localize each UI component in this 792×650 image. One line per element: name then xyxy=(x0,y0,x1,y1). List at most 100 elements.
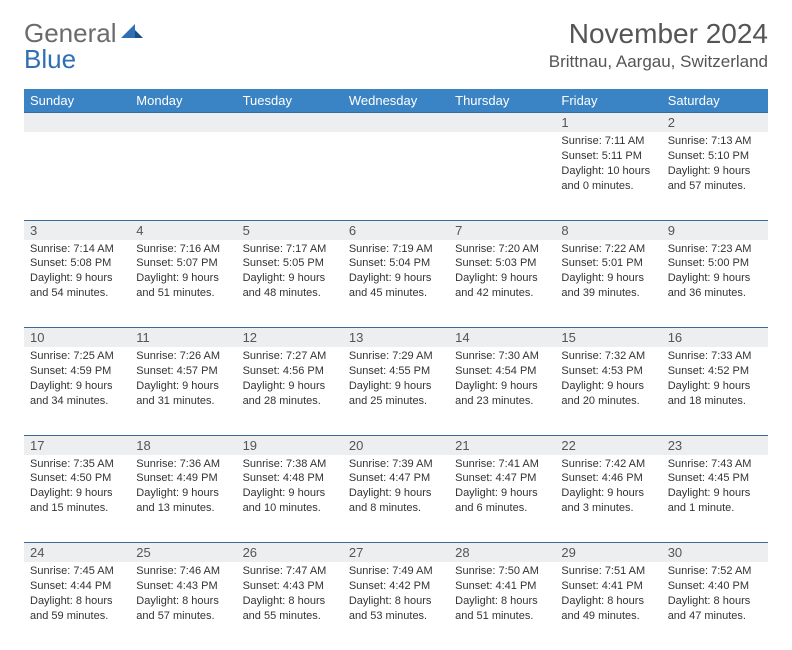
day-content-cell: Sunrise: 7:17 AMSunset: 5:05 PMDaylight:… xyxy=(237,240,343,328)
sunrise-text: Sunrise: 7:16 AM xyxy=(136,242,230,257)
sunset-text: Sunset: 4:41 PM xyxy=(455,579,549,594)
day-number-cell: 26 xyxy=(237,543,343,563)
day-content-cell: Sunrise: 7:42 AMSunset: 4:46 PMDaylight:… xyxy=(555,455,661,543)
sunset-text: Sunset: 5:04 PM xyxy=(349,256,443,271)
day-number-cell xyxy=(24,113,130,133)
month-title: November 2024 xyxy=(549,18,768,50)
sunrise-text: Sunrise: 7:41 AM xyxy=(455,457,549,472)
sunset-text: Sunset: 5:07 PM xyxy=(136,256,230,271)
day-number-cell xyxy=(449,113,555,133)
sunset-text: Sunset: 4:45 PM xyxy=(668,471,762,486)
sunrise-text: Sunrise: 7:45 AM xyxy=(30,564,124,579)
sunset-text: Sunset: 4:43 PM xyxy=(243,579,337,594)
sunrise-text: Sunrise: 7:22 AM xyxy=(561,242,655,257)
sunrise-text: Sunrise: 7:42 AM xyxy=(561,457,655,472)
day-content-cell: Sunrise: 7:20 AMSunset: 5:03 PMDaylight:… xyxy=(449,240,555,328)
sunset-text: Sunset: 4:43 PM xyxy=(136,579,230,594)
sunrise-text: Sunrise: 7:29 AM xyxy=(349,349,443,364)
day-content-row: Sunrise: 7:35 AMSunset: 4:50 PMDaylight:… xyxy=(24,455,768,543)
day-number-cell xyxy=(343,113,449,133)
daylight-text: Daylight: 8 hours and 49 minutes. xyxy=(561,594,655,624)
day-number-cell: 7 xyxy=(449,220,555,240)
day-content-row: Sunrise: 7:45 AMSunset: 4:44 PMDaylight:… xyxy=(24,562,768,650)
day-content-cell xyxy=(343,132,449,220)
daylight-text: Daylight: 9 hours and 8 minutes. xyxy=(349,486,443,516)
daylight-text: Daylight: 9 hours and 42 minutes. xyxy=(455,271,549,301)
day-content-cell: Sunrise: 7:30 AMSunset: 4:54 PMDaylight:… xyxy=(449,347,555,435)
sunrise-text: Sunrise: 7:13 AM xyxy=(668,134,762,149)
daylight-text: Daylight: 8 hours and 57 minutes. xyxy=(136,594,230,624)
daylight-text: Daylight: 9 hours and 18 minutes. xyxy=(668,379,762,409)
day-number-cell: 14 xyxy=(449,328,555,348)
day-content-cell: Sunrise: 7:27 AMSunset: 4:56 PMDaylight:… xyxy=(237,347,343,435)
day-content-cell: Sunrise: 7:50 AMSunset: 4:41 PMDaylight:… xyxy=(449,562,555,650)
day-content-cell: Sunrise: 7:41 AMSunset: 4:47 PMDaylight:… xyxy=(449,455,555,543)
day-content-cell: Sunrise: 7:36 AMSunset: 4:49 PMDaylight:… xyxy=(130,455,236,543)
daylight-text: Daylight: 9 hours and 28 minutes. xyxy=(243,379,337,409)
daylight-text: Daylight: 9 hours and 25 minutes. xyxy=(349,379,443,409)
day-content-cell: Sunrise: 7:22 AMSunset: 5:01 PMDaylight:… xyxy=(555,240,661,328)
day-number-cell xyxy=(130,113,236,133)
day-content-cell: Sunrise: 7:51 AMSunset: 4:41 PMDaylight:… xyxy=(555,562,661,650)
daylight-text: Daylight: 10 hours and 0 minutes. xyxy=(561,164,655,194)
day-content-row: Sunrise: 7:11 AMSunset: 5:11 PMDaylight:… xyxy=(24,132,768,220)
sunset-text: Sunset: 4:48 PM xyxy=(243,471,337,486)
sunset-text: Sunset: 4:46 PM xyxy=(561,471,655,486)
day-header: Thursday xyxy=(449,89,555,113)
daylight-text: Daylight: 9 hours and 20 minutes. xyxy=(561,379,655,409)
day-number-cell: 10 xyxy=(24,328,130,348)
day-number-cell: 8 xyxy=(555,220,661,240)
sunset-text: Sunset: 4:52 PM xyxy=(668,364,762,379)
day-content-cell: Sunrise: 7:43 AMSunset: 4:45 PMDaylight:… xyxy=(662,455,768,543)
sunrise-text: Sunrise: 7:46 AM xyxy=(136,564,230,579)
day-content-cell: Sunrise: 7:11 AMSunset: 5:11 PMDaylight:… xyxy=(555,132,661,220)
sunrise-text: Sunrise: 7:38 AM xyxy=(243,457,337,472)
daylight-text: Daylight: 9 hours and 34 minutes. xyxy=(30,379,124,409)
day-content-cell: Sunrise: 7:52 AMSunset: 4:40 PMDaylight:… xyxy=(662,562,768,650)
sunrise-text: Sunrise: 7:26 AM xyxy=(136,349,230,364)
day-number-cell: 18 xyxy=(130,435,236,455)
day-content-cell: Sunrise: 7:45 AMSunset: 4:44 PMDaylight:… xyxy=(24,562,130,650)
sunrise-text: Sunrise: 7:36 AM xyxy=(136,457,230,472)
sunset-text: Sunset: 4:49 PM xyxy=(136,471,230,486)
day-content-cell: Sunrise: 7:19 AMSunset: 5:04 PMDaylight:… xyxy=(343,240,449,328)
sunrise-text: Sunrise: 7:27 AM xyxy=(243,349,337,364)
sunrise-text: Sunrise: 7:30 AM xyxy=(455,349,549,364)
sunset-text: Sunset: 5:08 PM xyxy=(30,256,124,271)
daylight-text: Daylight: 8 hours and 59 minutes. xyxy=(30,594,124,624)
day-number-cell: 22 xyxy=(555,435,661,455)
sunset-text: Sunset: 5:10 PM xyxy=(668,149,762,164)
sunrise-text: Sunrise: 7:51 AM xyxy=(561,564,655,579)
day-number-row: 12 xyxy=(24,113,768,133)
day-header-row: Sunday Monday Tuesday Wednesday Thursday… xyxy=(24,89,768,113)
sunset-text: Sunset: 4:50 PM xyxy=(30,471,124,486)
day-content-cell xyxy=(24,132,130,220)
daylight-text: Daylight: 9 hours and 10 minutes. xyxy=(243,486,337,516)
daylight-text: Daylight: 9 hours and 57 minutes. xyxy=(668,164,762,194)
daylight-text: Daylight: 9 hours and 1 minute. xyxy=(668,486,762,516)
sunrise-text: Sunrise: 7:49 AM xyxy=(349,564,443,579)
day-content-cell: Sunrise: 7:35 AMSunset: 4:50 PMDaylight:… xyxy=(24,455,130,543)
day-number-cell: 2 xyxy=(662,113,768,133)
sunset-text: Sunset: 4:55 PM xyxy=(349,364,443,379)
day-number-cell xyxy=(237,113,343,133)
sunrise-text: Sunrise: 7:25 AM xyxy=(30,349,124,364)
sunrise-text: Sunrise: 7:52 AM xyxy=(668,564,762,579)
day-number-cell: 11 xyxy=(130,328,236,348)
day-content-cell: Sunrise: 7:49 AMSunset: 4:42 PMDaylight:… xyxy=(343,562,449,650)
sunset-text: Sunset: 4:59 PM xyxy=(30,364,124,379)
sunset-text: Sunset: 4:40 PM xyxy=(668,579,762,594)
daylight-text: Daylight: 9 hours and 31 minutes. xyxy=(136,379,230,409)
sunrise-text: Sunrise: 7:39 AM xyxy=(349,457,443,472)
sunrise-text: Sunrise: 7:19 AM xyxy=(349,242,443,257)
day-number-cell: 30 xyxy=(662,543,768,563)
day-content-cell: Sunrise: 7:23 AMSunset: 5:00 PMDaylight:… xyxy=(662,240,768,328)
day-number-cell: 29 xyxy=(555,543,661,563)
sunset-text: Sunset: 4:56 PM xyxy=(243,364,337,379)
daylight-text: Daylight: 9 hours and 51 minutes. xyxy=(136,271,230,301)
day-number-cell: 17 xyxy=(24,435,130,455)
sunrise-text: Sunrise: 7:43 AM xyxy=(668,457,762,472)
sunset-text: Sunset: 5:03 PM xyxy=(455,256,549,271)
daylight-text: Daylight: 8 hours and 51 minutes. xyxy=(455,594,549,624)
daylight-text: Daylight: 9 hours and 54 minutes. xyxy=(30,271,124,301)
